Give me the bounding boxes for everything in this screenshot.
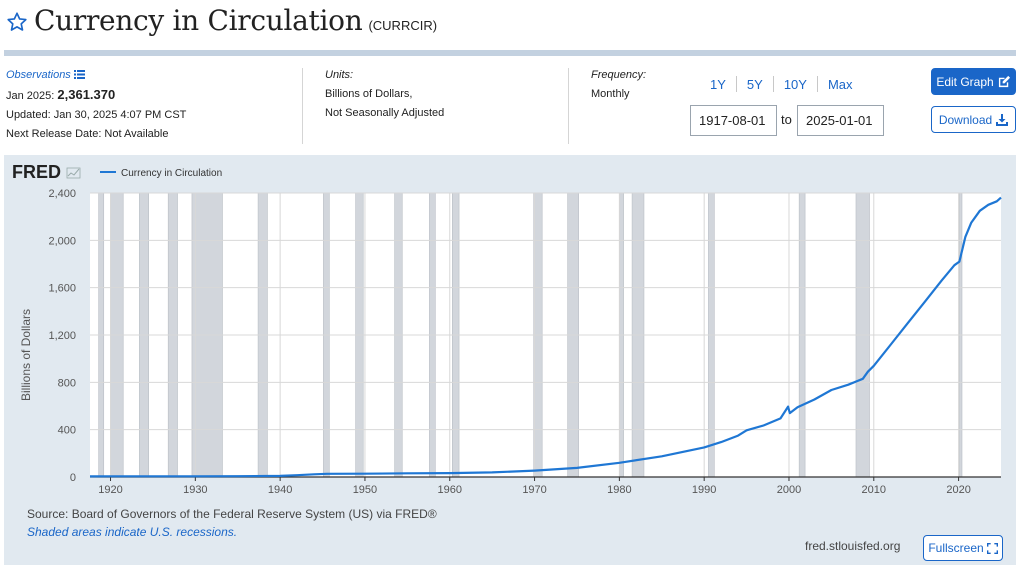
x-tick-label: 1940 [268,484,292,496]
updated-text: Updated: Jan 30, 2025 4:07 PM CST [6,109,187,121]
series-id: (CURRCIR) [368,18,438,33]
y-tick-label: 1,200 [48,330,76,342]
source-text: Source: Board of Governors of the Federa… [27,507,437,521]
site-url: fred.stlouisfed.org [805,539,901,553]
range-10y[interactable]: 10Y [783,76,807,92]
start-date-input[interactable] [690,105,777,136]
date-range-to-label: to [781,112,792,127]
frequency-label: Frequency: [591,69,647,81]
star-outline-icon[interactable] [6,11,28,33]
x-tick-label: 2020 [946,484,970,496]
download-icon [996,113,1009,126]
fullscreen-icon [986,542,998,554]
title-row: Currency in Circulation (CURRCIR) [6,4,437,44]
range-selector: 1Y 5Y 10Y Max [700,76,863,92]
series-line-currency-in-circulation[interactable] [89,196,1002,478]
end-date-input[interactable] [797,105,884,136]
divider [568,68,569,144]
y-tick-label: 400 [58,425,76,437]
observations-label[interactable]: Observations [6,69,71,81]
x-tick-label: 1990 [692,484,716,496]
units-line1: Billions of Dollars, [325,88,413,100]
observations-block: Observations Jan 2025: 2,361.370 Updated… [6,66,186,144]
y-tick-label: 1,600 [48,283,76,295]
fred-logo: FRED [12,162,61,182]
edit-icon [998,75,1010,88]
y-tick-label: 800 [58,377,76,389]
y-tick-label: 0 [70,472,76,484]
page-title: Currency in Circulation [34,4,363,37]
recession-note[interactable]: Shaded areas indicate U.S. recessions. [27,525,238,539]
x-tick-label: 1930 [183,484,207,496]
y-tick-label: 2,400 [48,188,76,200]
x-tick-label: 1960 [438,484,462,496]
frequency-block: Frequency: Monthly [591,66,646,104]
range-separator [735,76,737,92]
edit-graph-button[interactable]: Edit Graph [931,68,1016,95]
observations-label-row[interactable]: Observations [6,66,186,85]
x-tick-label: 1920 [98,484,122,496]
x-tick-label: 2000 [777,484,801,496]
x-tick-label: 1970 [522,484,546,496]
edit-graph-label: Edit Graph [936,74,994,89]
header-rule [4,50,1016,56]
units-line2: Not Seasonally Adjusted [325,107,445,119]
download-label: Download [938,112,993,127]
observation-value: 2,361.370 [57,87,116,102]
range-separator [772,76,774,92]
line-chart[interactable]: 0 400 800 1,200 1,600 2,000 2,400 1920 1930 1940 1… [4,155,1016,500]
list-icon[interactable] [73,69,85,79]
frequency-value: Monthly [591,88,630,100]
observation-date: Jan 2025: [6,90,55,102]
download-button[interactable]: Download [931,106,1016,133]
range-separator [816,76,818,92]
next-release-text: Next Release Date: Not Available [6,128,169,140]
fullscreen-button[interactable]: Fullscreen [923,535,1003,561]
x-tick-label: 2010 [862,484,886,496]
legend-label: Currency in Circulation [121,168,222,179]
range-max[interactable]: Max [827,76,853,92]
y-tick-label: 2,000 [48,235,76,247]
units-label: Units: [325,69,354,81]
fullscreen-label: Fullscreen [928,541,984,555]
range-1y[interactable]: 1Y [710,76,726,92]
y-axis-label: Billions of Dollars [19,309,33,401]
latest-observation: Jan 2025: 2,361.370 [6,85,186,106]
fred-logo-mark [66,167,81,179]
divider [302,68,303,144]
graph-panel: 0 400 800 1,200 1,600 2,000 2,400 1920 1930 1940 1… [4,155,1016,565]
units-block: Units: Billions of Dollars, Not Seasonal… [325,66,444,123]
x-tick-label: 1950 [353,484,377,496]
x-tick-label: 1980 [607,484,631,496]
range-5y[interactable]: 5Y [746,76,763,92]
